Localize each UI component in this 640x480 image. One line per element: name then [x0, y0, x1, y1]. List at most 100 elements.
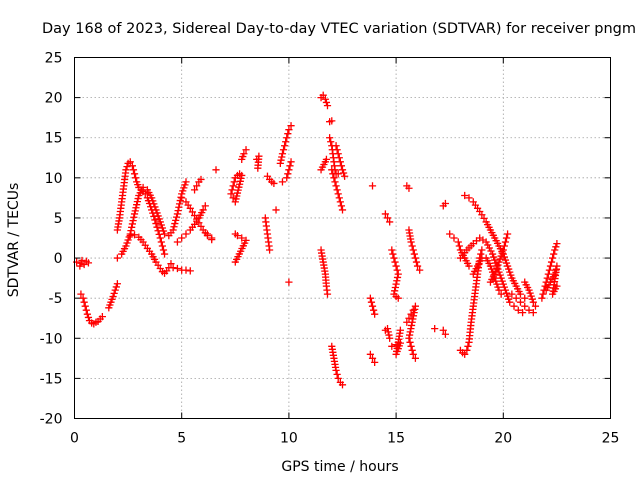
data-point-plus [272, 206, 280, 214]
data-point-plus [227, 190, 235, 198]
data-point-plus [386, 334, 394, 342]
data-point-plus [339, 169, 348, 177]
data-point-plus [408, 346, 416, 354]
data-point-plus [169, 226, 177, 234]
data-point-plus [502, 234, 511, 242]
data-point-plus [80, 298, 88, 306]
data-point-plus [383, 325, 392, 333]
series-arc-aa [328, 342, 347, 389]
data-point-plus [177, 193, 185, 201]
data-point-plus [553, 240, 561, 248]
data-point-plus [328, 166, 336, 174]
data-point-plus [495, 286, 503, 294]
data-point-plus [454, 238, 462, 246]
data-point-plus [132, 204, 140, 212]
data-point-plus [416, 266, 424, 274]
data-point-plus [330, 174, 338, 182]
data-point-plus [547, 258, 556, 266]
data-point-plus [131, 207, 139, 215]
data-point-plus [500, 242, 508, 250]
series-arc-f [126, 231, 175, 277]
data-point-plus [126, 158, 134, 166]
data-point-plus [549, 254, 557, 262]
data-point-plus [332, 142, 340, 150]
data-point-plus [477, 250, 485, 258]
data-point-plus [389, 250, 397, 258]
series-arc-aj [439, 199, 450, 210]
data-point-plus [441, 330, 450, 338]
data-point-plus [405, 314, 413, 322]
data-point-plus [130, 213, 138, 221]
series-arc-ag [405, 226, 424, 274]
data-point-plus [111, 286, 119, 294]
y-tick-label: 5 [54, 211, 63, 227]
data-point-plus [410, 250, 418, 258]
data-point-plus [170, 223, 178, 231]
data-point-plus [159, 246, 168, 254]
data-point-plus [174, 206, 182, 215]
x-tick-label: 0 [70, 431, 79, 447]
series-arc-ab [366, 182, 379, 366]
data-point-plus [333, 186, 341, 194]
data-point-plus [516, 290, 525, 298]
data-point-plus [182, 266, 190, 274]
data-point-plus [84, 259, 93, 267]
data-point-plus [172, 213, 181, 221]
data-point-plus [254, 164, 262, 172]
data-point-plus [328, 117, 336, 125]
data-point-plus [384, 328, 392, 336]
data-point-plus [368, 302, 377, 310]
data-point-plus [408, 242, 416, 250]
data-point-plus [506, 298, 514, 306]
data-point-plus [390, 254, 398, 262]
series-arc-m [227, 170, 246, 206]
data-point-plus [157, 238, 165, 246]
data-point-plus [338, 381, 347, 389]
series-arc-l [212, 166, 220, 174]
data-point-plus [141, 190, 149, 198]
series-arc-z [332, 142, 349, 180]
series-arc-k [203, 230, 216, 242]
data-point-plus [371, 310, 379, 318]
data-point-plus [393, 277, 401, 285]
data-point-plus [132, 174, 140, 182]
data-point-plus [173, 238, 182, 246]
data-point-plus [503, 230, 512, 238]
series-arc-n [231, 230, 250, 266]
data-point-plus [337, 162, 346, 170]
data-point-plus [391, 258, 399, 266]
data-point-plus [172, 216, 180, 224]
data-point-plus [392, 280, 400, 288]
data-point-plus [285, 126, 293, 134]
data-point-plus [480, 214, 488, 222]
data-point-plus [123, 163, 131, 171]
data-point-plus [405, 334, 413, 342]
data-point-plus [332, 366, 340, 374]
data-point-plus [139, 183, 147, 192]
data-point-plus [512, 294, 520, 302]
data-point-plus [465, 262, 473, 270]
series-arc-ao [456, 234, 527, 317]
data-point-plus [461, 191, 469, 200]
series-arc-j [190, 175, 205, 194]
data-point-plus [326, 134, 334, 142]
data-point-plus [322, 155, 331, 163]
data-point-plus [508, 290, 516, 298]
data-point-plus [113, 254, 121, 262]
data-point-plus [531, 302, 540, 310]
data-point-plus [323, 102, 332, 110]
data-point-plus [539, 290, 547, 298]
data-point-plus [461, 350, 469, 358]
data-point-plus [529, 309, 537, 317]
data-point-plus [391, 283, 399, 292]
data-marks [73, 91, 561, 389]
data-point-plus [278, 153, 286, 161]
data-point-plus [371, 358, 379, 366]
data-point-plus [368, 354, 377, 362]
data-point-plus [386, 218, 394, 226]
x-tick-label: 5 [177, 431, 186, 447]
data-point-plus [396, 326, 404, 334]
data-point-plus [334, 190, 342, 198]
y-tick-label: -15 [40, 371, 63, 387]
data-point-plus [83, 310, 91, 318]
